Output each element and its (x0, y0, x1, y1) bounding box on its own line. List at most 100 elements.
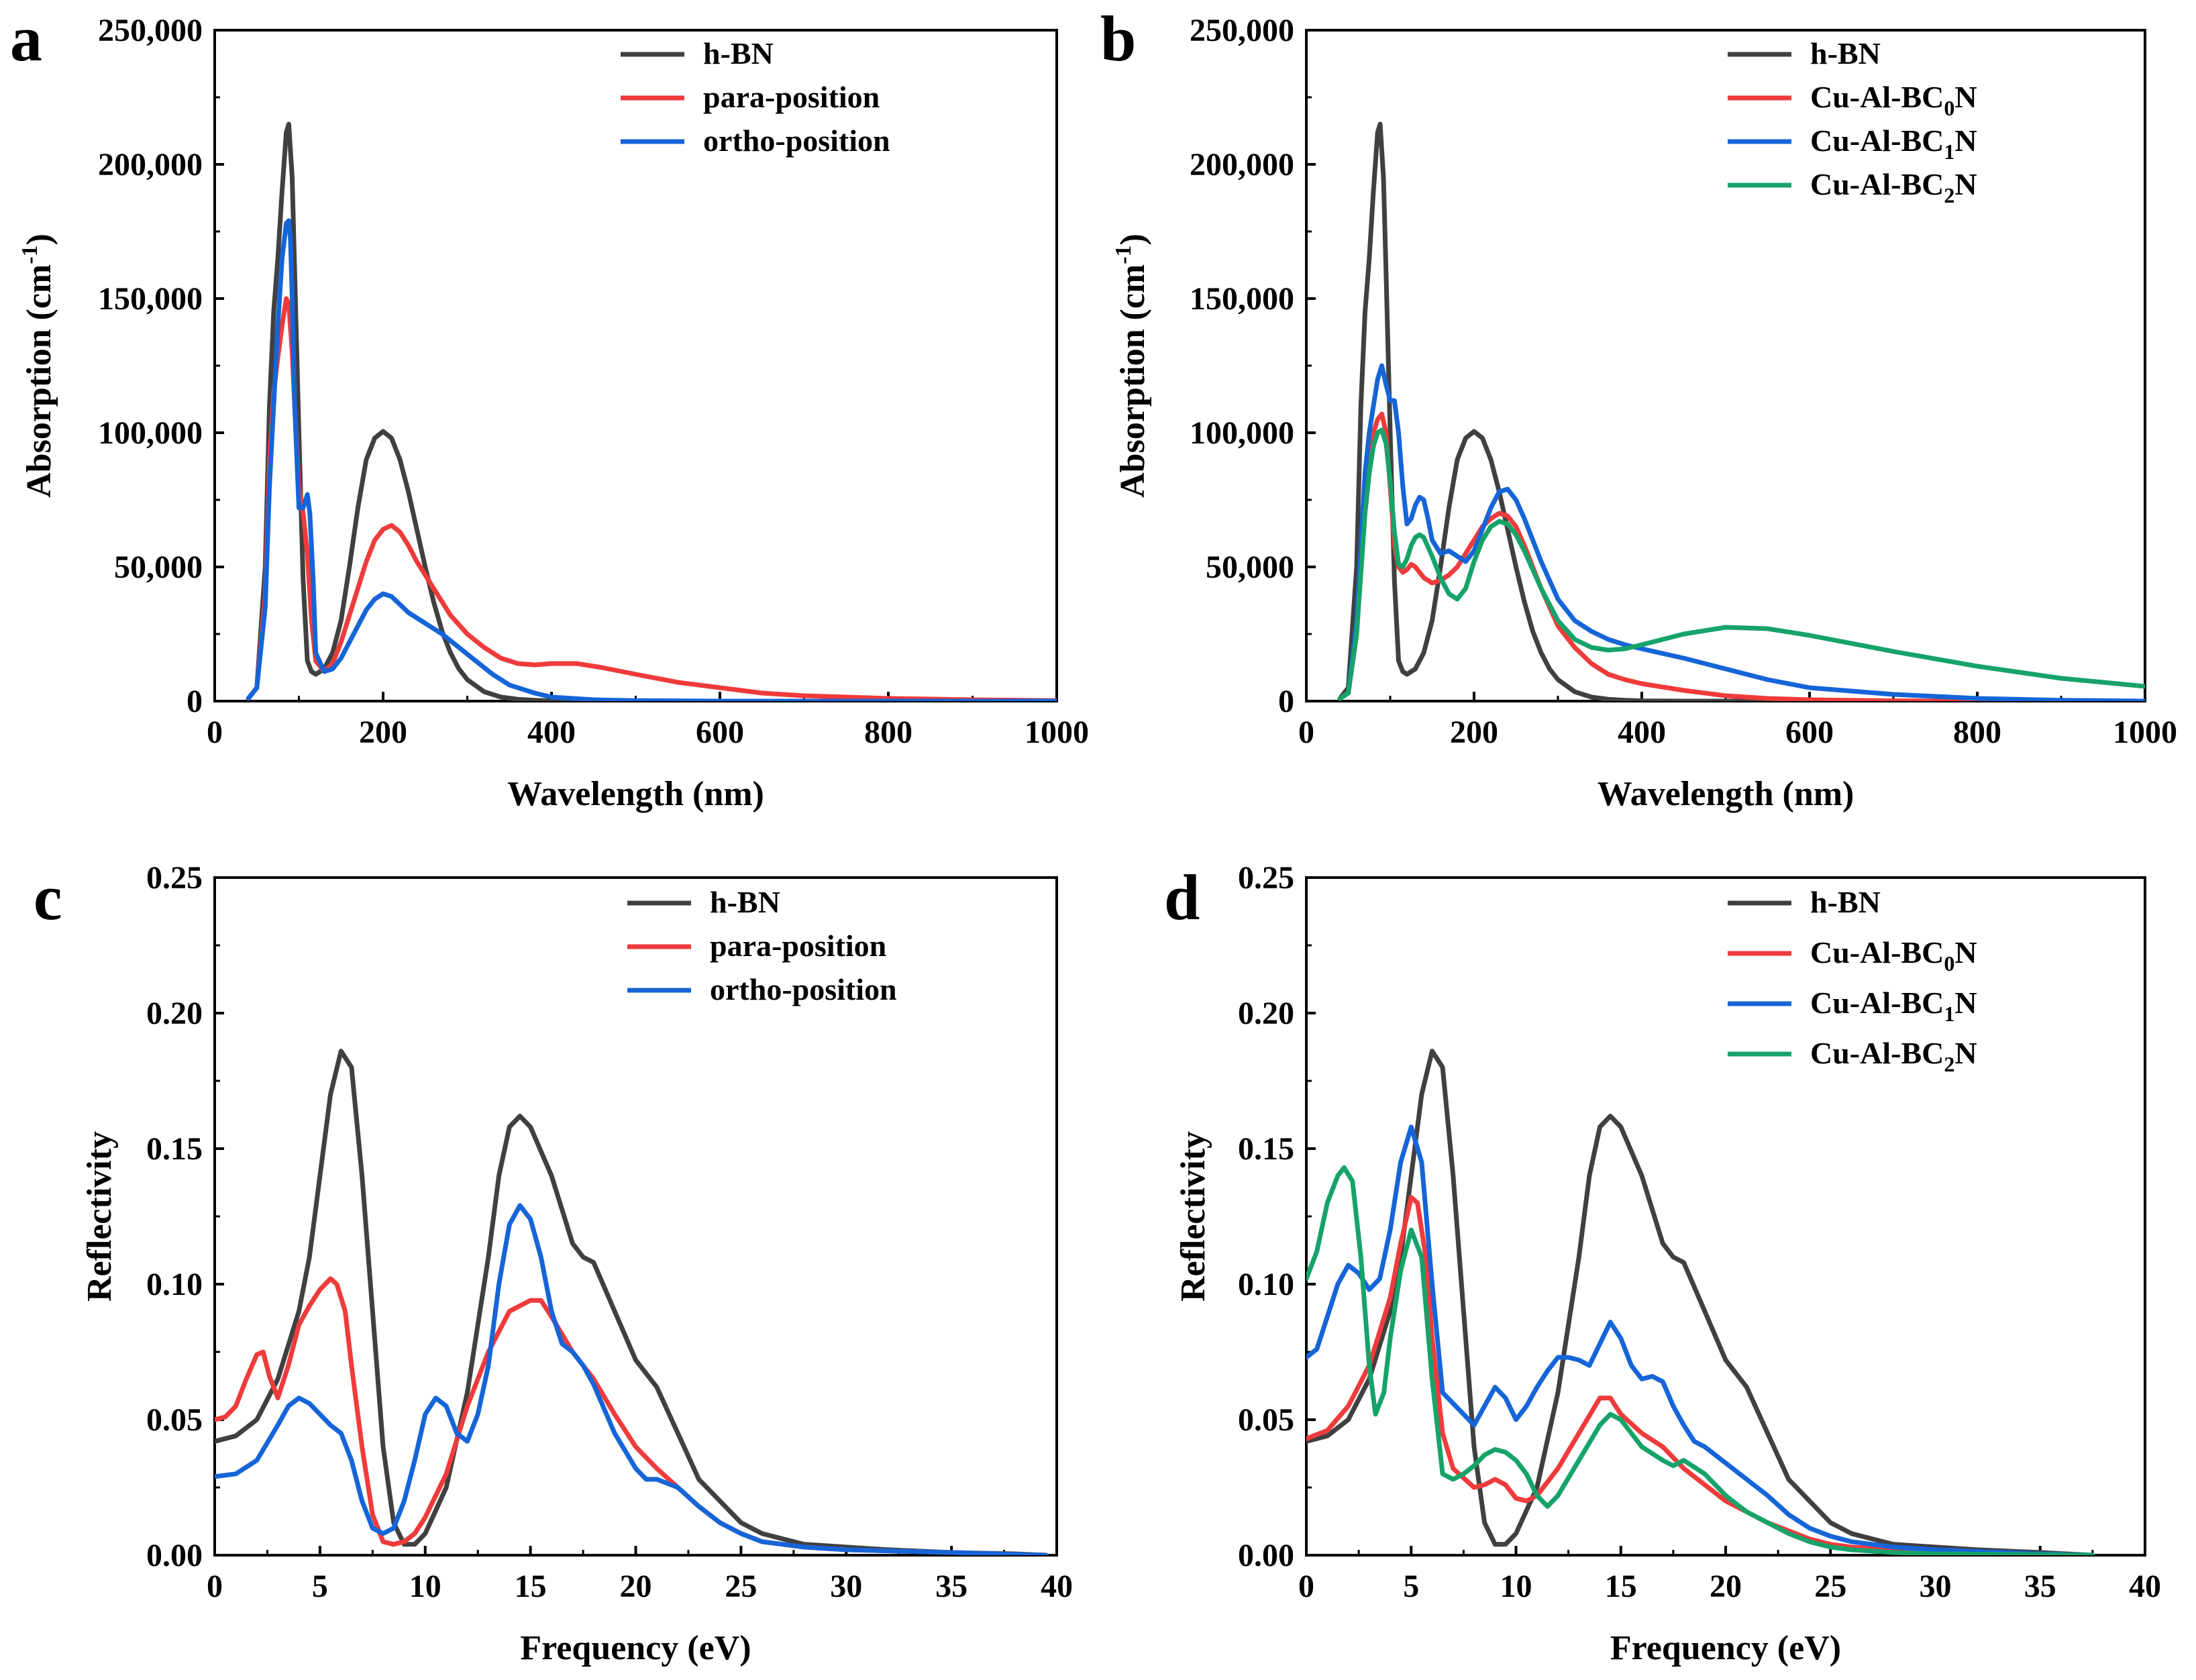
y-tick-label: 0.00 (146, 1538, 203, 1573)
x-tick-label: 35 (935, 1569, 968, 1604)
legend-label-main: para-position (703, 80, 880, 114)
y-tick-label: 0.05 (146, 1402, 203, 1438)
x-tick-label: 10 (1500, 1569, 1532, 1604)
legend-label: Cu-Al-BC2N (1810, 167, 1977, 207)
series-line-Cu-Al-BC2N (1306, 1165, 2095, 1555)
x-tick-label: 15 (515, 1569, 547, 1604)
legend-label: para-position (703, 80, 880, 114)
legend-label-main: ortho-position (703, 123, 890, 158)
y-tick-label: 150,000 (98, 281, 203, 317)
x-tick-label: 5 (1403, 1569, 1419, 1604)
x-tick-label: 200 (359, 715, 407, 750)
y-axis-title-main: Absorption (cm (1114, 264, 1152, 498)
x-tick-label: 0 (207, 1569, 223, 1604)
legend-label-main: Cu-Al-BC (1810, 123, 1944, 158)
series-line-Cu-Al-BC2N (1337, 427, 2145, 701)
y-tick-label: 250,000 (1190, 13, 1294, 48)
x-tick-label: 25 (1814, 1569, 1846, 1604)
series-line-ortho-position (246, 218, 1057, 701)
y-tick-label: 50,000 (114, 549, 203, 585)
legend-label: h-BN (1810, 885, 1881, 919)
series-line-para-position (246, 296, 1057, 701)
x-tick-label: 5 (312, 1569, 328, 1604)
series-line-h-BN (1337, 121, 2145, 701)
x-tick-label: 0 (207, 715, 223, 750)
x-tick-label: 30 (830, 1569, 862, 1604)
x-axis-title: Wavelength (nm) (507, 775, 764, 813)
series-line-h-BN (1306, 1049, 2095, 1555)
legend-label-tail: N (1954, 80, 1977, 114)
plot-frame (213, 876, 1058, 1557)
legend-label-sub: 2 (1944, 183, 1954, 207)
y-tick-label: 100,000 (1190, 415, 1294, 451)
series-line-Cu-Al-BC0N (1306, 1195, 2095, 1555)
legend-label-tail: N (1954, 1036, 1977, 1070)
x-tick-label: 15 (1605, 1569, 1637, 1604)
y-axis-title-tail: ) (20, 233, 58, 245)
y-tick-label: 100,000 (98, 415, 203, 451)
y-tick-label: 0.15 (146, 1131, 203, 1167)
legend-label-sub: 1 (1944, 1002, 1954, 1026)
x-tick-label: 30 (1920, 1569, 1952, 1604)
y-tick-label: 50,000 (1206, 549, 1294, 585)
series-line-Cu-Al-BC0N (1337, 411, 2145, 701)
legend-label-tail: N (1954, 167, 1977, 201)
panel-letter: a (10, 3, 42, 74)
y-tick-label: 0.25 (1238, 860, 1294, 896)
x-tick-label: 600 (696, 715, 744, 750)
y-axis-title-tail: ) (1114, 233, 1152, 245)
legend-label-sub: 0 (1944, 96, 1954, 120)
x-tick-label: 40 (1041, 1569, 1073, 1604)
legend-label: h-BN (703, 36, 774, 70)
series-line-Cu-Al-BC1N (1337, 363, 2145, 701)
y-axis-title-main: Reflectivity (81, 1131, 119, 1302)
panel-letter: c (34, 861, 62, 933)
legend-label-main: Cu-Al-BC (1810, 986, 1944, 1020)
legend-label: Cu-Al-BC1N (1810, 123, 1977, 164)
x-tick-label: 200 (1450, 715, 1498, 750)
legend: h-BN para-position ortho-position (627, 885, 897, 1006)
legend-label-main: Cu-Al-BC (1810, 1036, 1944, 1070)
series-group (1337, 121, 2145, 701)
legend-label: para-position (710, 929, 886, 963)
panel-d: 0 5 10 15 20 25 30 35 400.000.050.100.150.200.25… (1164, 860, 2161, 1667)
plot-frame (213, 29, 1058, 702)
legend-label-tail: N (1954, 123, 1977, 158)
legend-label: ortho-position (710, 972, 897, 1006)
y-axis-title-sup: -1 (17, 245, 42, 264)
legend-label-sub: 1 (1944, 140, 1954, 164)
y-tick-label: 200,000 (1190, 147, 1294, 182)
x-axis-title: Frequency (eV) (520, 1629, 751, 1667)
x-tick-label: 10 (409, 1569, 441, 1604)
y-axis-title: Absorption (cm-1) (1111, 233, 1152, 498)
series-group (215, 1049, 1049, 1555)
x-tick-label: 400 (1618, 715, 1666, 750)
y-axis-title-main: Reflectivity (1174, 1131, 1212, 1302)
legend-label: h-BN (710, 885, 780, 919)
y-tick-label: 0.20 (1238, 996, 1294, 1031)
legend-label-main: h-BN (710, 885, 780, 919)
plot-frame (1305, 29, 2146, 702)
y-axis-title: Reflectivity (81, 1131, 119, 1302)
x-tick-label: 400 (527, 715, 576, 750)
plot-frame (1305, 876, 2146, 1557)
series-line-h-BN (215, 1049, 1049, 1555)
panel-letter: d (1164, 861, 1200, 933)
y-tick-label: 0.20 (146, 996, 203, 1031)
legend: h-BN para-position ortho-position (621, 36, 890, 158)
y-tick-label: 0 (187, 684, 203, 719)
y-tick-label: 0.05 (1238, 1402, 1294, 1438)
series-group (246, 121, 1057, 701)
panel-c: 0 5 10 15 20 25 30 35 40 0.00 0.05 0.10 0.15 0.20 0.25… (34, 860, 1073, 1667)
legend-label-tail: N (1954, 986, 1977, 1020)
x-tick-label: 25 (725, 1569, 757, 1604)
legend-label-main: Cu-Al-BC (1810, 935, 1944, 969)
x-tick-label: 1000 (1025, 715, 1089, 750)
legend-label-main: h-BN (1810, 885, 1881, 919)
series-line-Cu-Al-BC1N (1306, 1124, 2095, 1555)
legend-label: Cu-Al-BC1N (1810, 986, 1977, 1026)
panel-letter: b (1100, 3, 1136, 74)
y-tick-label: 0.25 (146, 860, 203, 896)
y-tick-label: 0.10 (1238, 1267, 1294, 1302)
